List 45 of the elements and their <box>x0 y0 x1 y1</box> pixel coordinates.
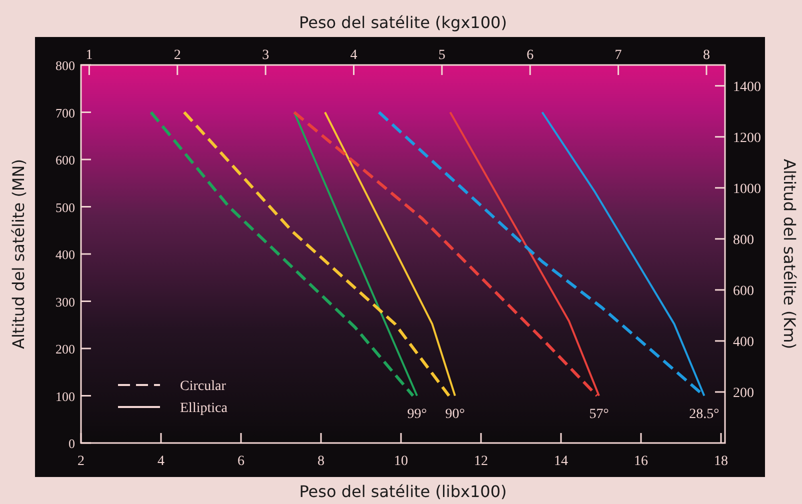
x2-tick-label: 8 <box>702 48 710 63</box>
y2-tick-label: 600 <box>733 284 754 299</box>
annotation: Elliptica <box>180 401 228 416</box>
x2-tick-label: 1 <box>86 48 93 63</box>
y-tick-label: 200 <box>56 342 75 356</box>
x2-axis-title: Peso del satélite (kgx100) <box>299 13 507 32</box>
y2-tick-label: 400 <box>733 334 754 350</box>
x2-tick-label: 5 <box>438 48 446 63</box>
y-tick-label: 500 <box>56 200 75 215</box>
y-tick-label: 800 <box>56 58 75 73</box>
annotation: 99° <box>407 406 427 422</box>
x-tick-label: 2 <box>78 454 84 469</box>
x-tick-label: 10 <box>394 454 408 469</box>
y-tick-label: 700 <box>56 105 75 120</box>
annotation: 90° <box>445 406 465 422</box>
line-series <box>150 110 414 398</box>
y-tick-label: 400 <box>56 247 75 262</box>
x-axis-title: Peso del satélite (libx100) <box>299 482 507 501</box>
x-tick-label: 18 <box>714 454 728 469</box>
x-tick-label: 8 <box>318 454 324 469</box>
y-tick-label: 0 <box>68 436 75 451</box>
y2-tick-label: 1400 <box>733 80 761 95</box>
y-axis-title: Altitud del satélite (MN) <box>9 159 28 349</box>
y2-tick-label: 200 <box>733 386 754 401</box>
x-tick-label: 4 <box>158 454 164 469</box>
x2-tick-label: 4 <box>350 48 358 63</box>
annotation: 57° <box>589 406 609 422</box>
y-tick-label: 100 <box>56 388 75 404</box>
y2-tick-label: 1000 <box>733 182 761 197</box>
x-tick-label: 6 <box>238 454 244 469</box>
x2-tick-label: 7 <box>614 48 622 63</box>
line-series <box>182 110 450 398</box>
x2-tick-label: 2 <box>174 48 181 63</box>
y2-axis-title: Altitud del satélite (Km) <box>780 158 799 350</box>
annotation: 28.5° <box>689 406 720 422</box>
y-tick-label: 600 <box>56 152 75 168</box>
x-tick-label: 14 <box>554 454 568 469</box>
annotation: Circular <box>180 379 226 394</box>
x-tick-label: 12 <box>474 454 488 469</box>
y-tick-label: 300 <box>56 294 75 310</box>
x2-tick-label: 3 <box>262 48 270 63</box>
y2-tick-label: 1200 <box>733 130 761 146</box>
x2-tick-label: 6 <box>526 48 534 63</box>
x-tick-label: 16 <box>634 454 648 469</box>
y2-tick-label: 800 <box>733 232 754 248</box>
